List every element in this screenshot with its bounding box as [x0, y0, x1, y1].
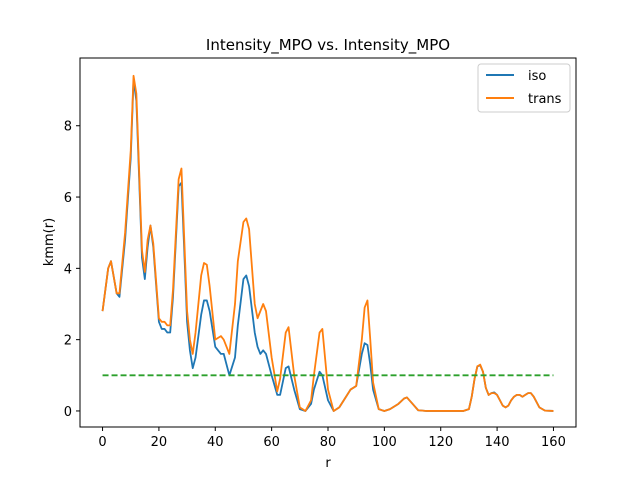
x-tick-label: 20 [151, 435, 168, 450]
plot-area: 0 20 40 60 80 100 120 140 160 0 2 4 6 8 [64, 57, 577, 450]
y-tick-label: 6 [64, 191, 72, 206]
x-tick-label: 100 [372, 435, 397, 450]
x-tick-label: 80 [320, 435, 337, 450]
legend: iso trans [477, 63, 571, 113]
y-axis-ticks: 0 2 4 6 8 [64, 120, 80, 420]
y-tick-label: 0 [64, 405, 72, 420]
x-tick-label: 40 [207, 435, 224, 450]
y-tick-label: 2 [64, 334, 72, 349]
series-line-trans [101, 74, 554, 412]
legend-label-trans: trans [528, 92, 562, 107]
series-layer [101, 74, 554, 412]
x-tick-label: 0 [98, 435, 106, 450]
x-axis-ticks: 0 20 40 60 80 100 120 140 160 [98, 427, 566, 450]
x-tick-label: 140 [485, 435, 510, 450]
x-tick-label: 60 [263, 435, 280, 450]
legend-label-iso: iso [528, 69, 546, 84]
x-tick-label: 120 [428, 435, 453, 450]
chart-title: Intensity_MPO vs. Intensity_MPO [206, 36, 450, 55]
x-tick-label: 160 [541, 435, 566, 450]
y-tick-label: 8 [64, 120, 72, 135]
y-tick-label: 4 [64, 262, 72, 277]
y-axis-label: kmm(r) [42, 218, 57, 266]
x-axis-label: r [325, 456, 331, 471]
